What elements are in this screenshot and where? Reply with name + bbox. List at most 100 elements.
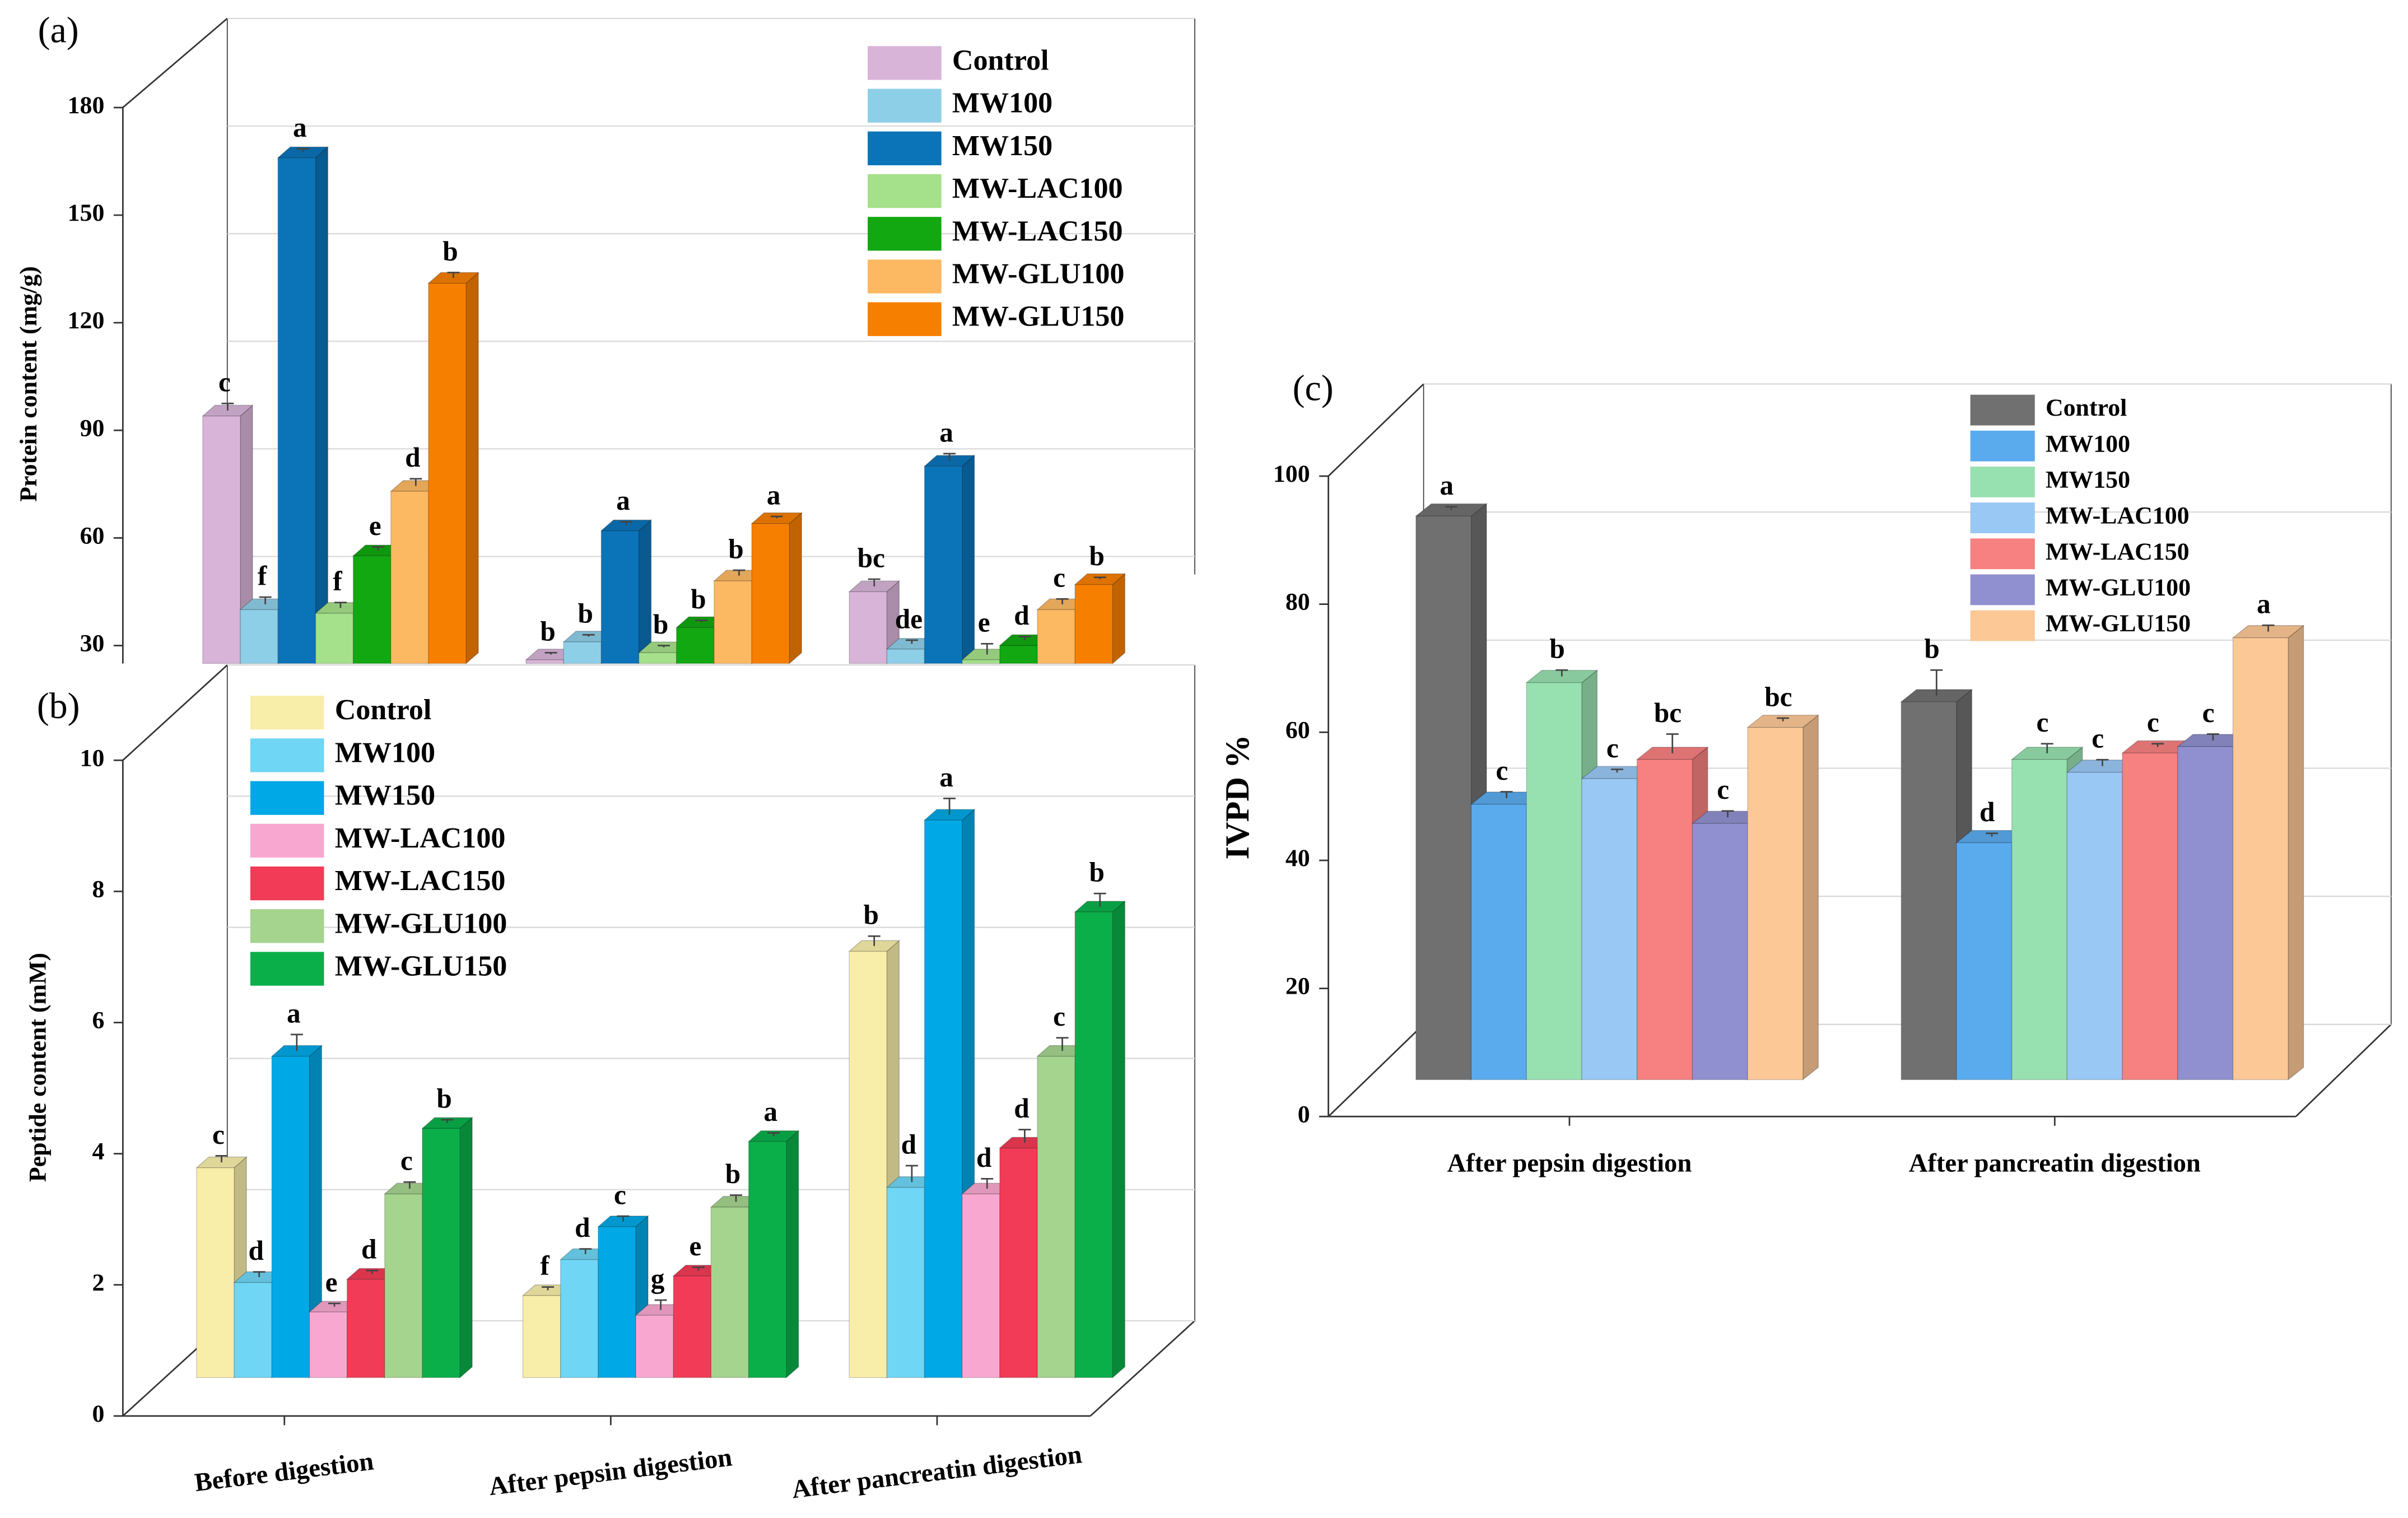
significance-letter: a bbox=[616, 485, 630, 516]
legend-swatch bbox=[250, 866, 324, 901]
bar bbox=[999, 1147, 1038, 1379]
bar bbox=[202, 415, 241, 664]
bar bbox=[522, 1295, 561, 1379]
legend-swatch bbox=[868, 259, 942, 294]
significance-letter: c bbox=[1606, 733, 1619, 763]
y-tick-label: 10 bbox=[80, 744, 105, 771]
legend-label: MW-GLU150 bbox=[2046, 610, 2191, 637]
significance-letter: c bbox=[2202, 697, 2215, 728]
significance-letter: d bbox=[976, 1142, 991, 1173]
bar bbox=[924, 465, 963, 664]
significance-letter: d bbox=[248, 1235, 263, 1266]
y-tick-label: 0 bbox=[92, 1400, 104, 1427]
bar bbox=[1074, 911, 1114, 1379]
bar bbox=[1901, 701, 1957, 1081]
legend-swatch bbox=[1970, 466, 2035, 497]
significance-letter: e bbox=[369, 510, 381, 541]
bar bbox=[277, 157, 316, 664]
y-tick-label: 180 bbox=[68, 92, 105, 119]
legend-label: MW-LAC100 bbox=[952, 173, 1123, 204]
y-tick-label: 60 bbox=[80, 522, 105, 549]
y-tick-label: 80 bbox=[1285, 589, 1310, 616]
bar-side bbox=[638, 519, 652, 664]
significance-letter: c bbox=[1053, 562, 1065, 593]
bar bbox=[1074, 584, 1114, 664]
bar bbox=[2066, 772, 2123, 1081]
legend-swatch bbox=[868, 89, 942, 123]
bar bbox=[525, 659, 564, 664]
bar-side bbox=[1802, 714, 1819, 1081]
significance-letter: c bbox=[2092, 723, 2104, 754]
bar bbox=[196, 1167, 235, 1379]
significance-letter: b bbox=[864, 900, 879, 930]
significance-letter: b bbox=[691, 584, 706, 614]
bar bbox=[271, 1056, 310, 1379]
significance-letter: b bbox=[653, 609, 668, 640]
significance-letter: c bbox=[1717, 774, 1729, 805]
y-tick-label: 8 bbox=[92, 876, 104, 902]
legend-label: MW-GLU150 bbox=[335, 950, 507, 982]
bar-side bbox=[961, 454, 975, 664]
bar bbox=[600, 530, 640, 664]
legend-label: Control bbox=[335, 694, 432, 726]
bar-side bbox=[459, 1116, 473, 1379]
bar-side bbox=[789, 512, 802, 664]
legend-label: Control bbox=[2046, 394, 2127, 421]
legend-label: MW-LAC150 bbox=[335, 865, 506, 897]
legend-label: MW-GLU100 bbox=[952, 258, 1125, 290]
panel-label: (c) bbox=[1293, 367, 1334, 408]
y-tick-label: 2 bbox=[92, 1269, 104, 1296]
panel-label: (a) bbox=[38, 10, 79, 50]
significance-letter: b bbox=[1089, 857, 1105, 888]
bar bbox=[1956, 842, 2013, 1081]
y-tick-label: 120 bbox=[68, 307, 105, 334]
legend-swatch bbox=[250, 781, 324, 815]
legend-label: MW-GLU100 bbox=[335, 907, 507, 939]
bar bbox=[2011, 759, 2068, 1081]
significance-letter: g bbox=[651, 1263, 665, 1294]
significance-letter: c bbox=[614, 1180, 626, 1210]
legend-label: MW-GLU150 bbox=[952, 301, 1125, 333]
legend-swatch bbox=[1970, 394, 2035, 426]
bar bbox=[1526, 682, 1582, 1081]
legend-label: MW100 bbox=[952, 87, 1052, 119]
bar-side bbox=[465, 272, 479, 664]
bar bbox=[1636, 759, 1693, 1081]
significance-letter: e bbox=[325, 1266, 338, 1297]
legend-label: MW150 bbox=[952, 130, 1052, 162]
bar bbox=[924, 819, 963, 1379]
bar-side bbox=[1112, 572, 1125, 664]
bar bbox=[234, 1282, 272, 1379]
bar bbox=[886, 649, 925, 664]
y-tick-label: 40 bbox=[1285, 845, 1310, 872]
bar bbox=[710, 1207, 749, 1379]
significance-letter: c bbox=[218, 367, 231, 398]
significance-letter: b bbox=[436, 1083, 451, 1114]
significance-letter: b bbox=[1089, 541, 1105, 571]
bar bbox=[673, 1275, 712, 1379]
significance-letter: e bbox=[689, 1231, 701, 1261]
significance-letter: bc bbox=[1654, 697, 1682, 728]
bar bbox=[635, 1315, 674, 1379]
significance-letter: c bbox=[2037, 707, 2049, 738]
significance-letter: a bbox=[939, 762, 953, 793]
bar bbox=[1747, 727, 1804, 1081]
bar bbox=[315, 613, 354, 664]
significance-letter: c bbox=[400, 1146, 413, 1176]
bar bbox=[886, 1187, 925, 1379]
bar bbox=[676, 627, 715, 664]
y-tick-label: 30 bbox=[80, 630, 105, 657]
legend-label: MW-LAC150 bbox=[952, 215, 1123, 247]
y-tick-label: 90 bbox=[80, 415, 105, 441]
significance-letter: d bbox=[361, 1234, 376, 1265]
legend-swatch bbox=[1970, 610, 2035, 641]
significance-letter: a bbox=[2257, 589, 2271, 620]
bar bbox=[999, 645, 1038, 664]
floor-edge bbox=[1328, 1023, 1424, 1117]
bar bbox=[563, 641, 602, 664]
significance-letter: de bbox=[895, 603, 923, 634]
significance-letter: a bbox=[293, 112, 307, 143]
significance-letter: d bbox=[901, 1129, 916, 1160]
bar bbox=[1470, 804, 1527, 1081]
